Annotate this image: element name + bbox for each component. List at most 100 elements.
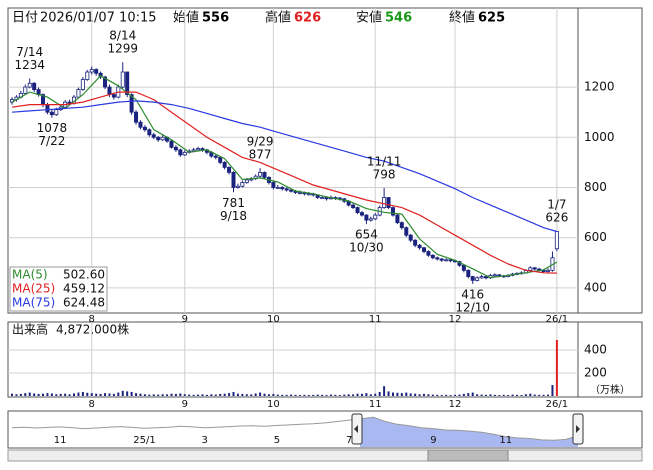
candle-body bbox=[320, 197, 325, 199]
navigator-area bbox=[360, 417, 578, 447]
candle-body bbox=[218, 156, 223, 163]
volume-bar bbox=[205, 394, 208, 396]
candle-body bbox=[413, 239, 418, 246]
volume-bar bbox=[112, 393, 115, 396]
scrollbar[interactable] bbox=[7, 449, 643, 462]
volume-bar bbox=[405, 392, 408, 396]
volume-bar bbox=[502, 394, 505, 396]
x-tick-label: 11 bbox=[369, 399, 382, 410]
volume-bar bbox=[183, 394, 186, 396]
legend-value: 459.12 bbox=[63, 282, 105, 296]
volume-bar bbox=[272, 393, 275, 396]
candle-body bbox=[235, 185, 240, 188]
x-tick-label: 11 bbox=[369, 314, 382, 325]
candle-body bbox=[448, 259, 453, 262]
volume-bar bbox=[498, 395, 501, 396]
volume-bar bbox=[400, 393, 403, 396]
volume-bar bbox=[95, 393, 98, 396]
candle-body bbox=[160, 136, 165, 141]
annotation-value: 781 bbox=[222, 196, 245, 210]
candle-body bbox=[546, 269, 551, 272]
annotation-date: 7/22 bbox=[38, 134, 65, 148]
volume-bar bbox=[387, 391, 390, 396]
candle-body bbox=[76, 89, 81, 98]
annotation-date: 1/7 bbox=[547, 198, 566, 212]
volume-bar bbox=[533, 394, 536, 396]
volume-bar bbox=[161, 394, 164, 396]
volume-bar bbox=[46, 393, 49, 396]
volume-bar bbox=[281, 394, 284, 396]
volume-bar bbox=[223, 393, 226, 396]
volume-bar bbox=[365, 393, 368, 396]
volume-bar bbox=[321, 394, 324, 396]
candle-body bbox=[386, 197, 391, 208]
x-tick-label: 9 bbox=[182, 314, 188, 325]
candle-body bbox=[439, 258, 444, 261]
candle-body bbox=[355, 207, 360, 213]
annotation-date: 11/11 bbox=[367, 154, 402, 168]
candle-body bbox=[382, 197, 387, 208]
candle-body bbox=[125, 71, 130, 96]
volume-bar bbox=[19, 393, 22, 396]
candle-body bbox=[280, 187, 285, 190]
volume-bar bbox=[236, 393, 239, 396]
header-field-label: 始値 bbox=[173, 10, 199, 26]
header-field-value: 556 bbox=[202, 11, 229, 26]
scroll-thumb[interactable] bbox=[427, 449, 509, 462]
candle-body bbox=[466, 269, 471, 278]
volume-bar bbox=[232, 391, 235, 396]
volume-bar bbox=[276, 394, 279, 396]
volume-bar bbox=[294, 394, 297, 396]
header-field-value: 626 bbox=[294, 11, 321, 26]
navigator-label: 25/1 bbox=[133, 435, 155, 446]
candle-body bbox=[222, 161, 227, 168]
candle-body bbox=[492, 274, 497, 277]
volume-bar bbox=[254, 393, 257, 396]
volume-bar bbox=[228, 393, 231, 396]
annotation-value: 1234 bbox=[14, 58, 45, 72]
volume-bar bbox=[307, 395, 310, 396]
y-tick-label: 800 bbox=[584, 180, 607, 194]
volume-bar bbox=[285, 394, 288, 396]
candle-body bbox=[134, 111, 139, 123]
candle-body bbox=[284, 188, 289, 191]
annotation-date: 10/30 bbox=[349, 241, 384, 255]
volume-bar bbox=[37, 393, 40, 396]
navigator-label: 3 bbox=[201, 435, 207, 446]
navigator-line bbox=[11, 416, 579, 441]
volume-bar bbox=[454, 394, 456, 396]
volume-bar bbox=[312, 394, 315, 396]
volume-bar bbox=[396, 392, 399, 396]
volume-bar bbox=[334, 394, 337, 396]
volume-bar bbox=[245, 394, 248, 396]
candle-body bbox=[227, 167, 232, 173]
candle-body bbox=[399, 222, 404, 229]
y-tick-label: 400 bbox=[584, 342, 607, 356]
volume-bar bbox=[422, 393, 425, 396]
candle-body bbox=[147, 129, 152, 136]
volume-bar bbox=[157, 394, 160, 396]
candle-body bbox=[49, 111, 54, 116]
candle-body bbox=[120, 71, 125, 88]
navigator-label: 11 bbox=[54, 435, 67, 446]
candle-body bbox=[129, 94, 134, 113]
ma-line bbox=[11, 100, 558, 233]
annotation-value: 626 bbox=[545, 211, 568, 225]
annotation-value: 877 bbox=[249, 148, 272, 162]
volume-bar bbox=[467, 393, 470, 396]
volume-bar bbox=[303, 394, 306, 396]
x-tick-label: 12 bbox=[449, 314, 462, 325]
candle-body bbox=[426, 251, 431, 256]
annotation-date: 12/10 bbox=[455, 300, 490, 314]
volume-bar bbox=[516, 394, 519, 396]
volume-bar bbox=[414, 393, 417, 396]
volume-bar bbox=[50, 393, 53, 396]
candle-body bbox=[200, 148, 205, 151]
candle-body bbox=[138, 121, 143, 128]
volume-bar bbox=[462, 393, 465, 396]
volume-bar bbox=[42, 393, 45, 396]
candle-body bbox=[390, 207, 395, 216]
volume-bar bbox=[77, 392, 80, 396]
